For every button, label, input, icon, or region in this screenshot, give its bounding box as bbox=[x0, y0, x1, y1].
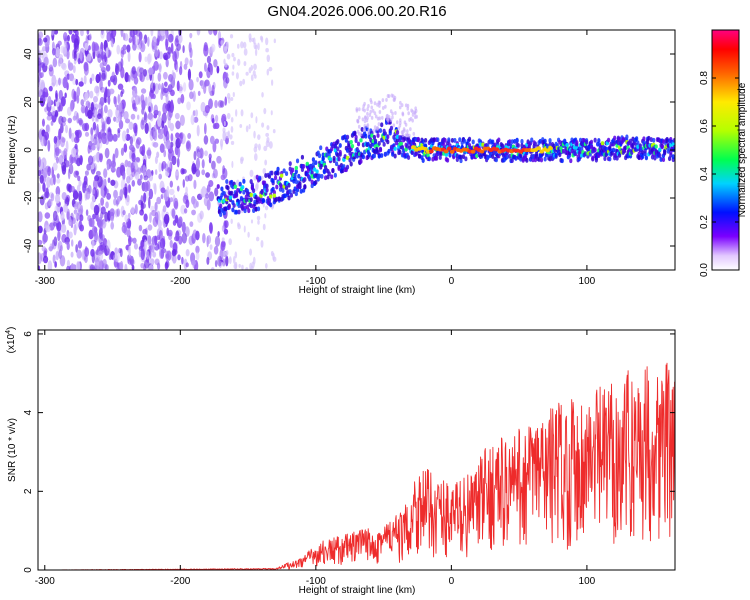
spectrogram-x-label: Height of straight line (km) bbox=[299, 285, 416, 296]
spectrogram-x-ticks: -300 -200 -100 0 100 bbox=[35, 30, 596, 287]
y-tick-label: -40 bbox=[23, 238, 34, 253]
x-tick-label: -100 bbox=[306, 276, 326, 287]
colorbar-tick-label: 0.8 bbox=[699, 71, 710, 85]
snr-scale-suffix: ) bbox=[6, 327, 17, 330]
y-tick-label: -20 bbox=[23, 190, 34, 205]
y-tick-label: 40 bbox=[23, 48, 34, 60]
colorbar: 0.0 0.2 0.4 0.6 0.8 Normalized spectral ampl… bbox=[699, 29, 748, 277]
snr-x-label: Height of straight line (km) bbox=[299, 585, 416, 596]
spectrogram-image bbox=[38, 30, 675, 270]
x-tick-label: -300 bbox=[35, 276, 55, 287]
snr-panel: -300 -200 -100 0 100 0 2 4 6 Height of straight… bbox=[5, 327, 676, 596]
y-tick-label: 0 bbox=[23, 147, 34, 153]
colorbar-ticks: 0.0 0.2 0.4 0.6 0.8 bbox=[699, 71, 739, 277]
figure-title: GN04.2026.006.00.20.R16 bbox=[267, 3, 446, 20]
colorbar-tick-label: 0.2 bbox=[699, 215, 710, 229]
x-tick-label: -300 bbox=[35, 576, 55, 587]
colorbar-tick-label: 0.6 bbox=[699, 119, 710, 133]
snr-scale-label: (x104) bbox=[5, 327, 17, 354]
spectrogram-y-label: Frequency (Hz) bbox=[7, 116, 18, 185]
snr-frame bbox=[37, 329, 676, 571]
x-tick-label: 0 bbox=[449, 276, 455, 287]
x-tick-label: 100 bbox=[579, 276, 596, 287]
colorbar-tick-label: 0.0 bbox=[699, 263, 710, 277]
colorbar-gradient bbox=[711, 29, 740, 271]
snr-y-ticks: 0 2 4 6 bbox=[23, 331, 675, 573]
colorbar-tick-label: 0.4 bbox=[699, 167, 710, 181]
x-tick-label: -100 bbox=[306, 576, 326, 587]
y-tick-label: 0 bbox=[23, 567, 34, 573]
x-tick-label: -200 bbox=[170, 276, 190, 287]
spectrogram-y-ticks: -40 -20 0 20 40 bbox=[23, 48, 675, 253]
x-tick-label: 100 bbox=[579, 576, 596, 587]
snr-scale-prefix: (x10 bbox=[6, 333, 17, 353]
x-tick-label: 0 bbox=[449, 576, 455, 587]
y-tick-label: 2 bbox=[23, 488, 34, 494]
x-tick-label: -200 bbox=[170, 576, 190, 587]
snr-scale-exponent: 4 bbox=[5, 330, 12, 334]
snr-y-label: SNR (10 * v/v) bbox=[7, 418, 18, 482]
svg-text:(x104): (x104) bbox=[5, 327, 17, 354]
y-tick-label: 6 bbox=[23, 331, 34, 337]
y-tick-label: 4 bbox=[23, 409, 34, 415]
y-tick-label: 20 bbox=[23, 96, 34, 108]
colorbar-label: Normalized spectral amplitude bbox=[737, 82, 748, 217]
snr-x-ticks: -300 -200 -100 0 100 bbox=[35, 330, 596, 587]
